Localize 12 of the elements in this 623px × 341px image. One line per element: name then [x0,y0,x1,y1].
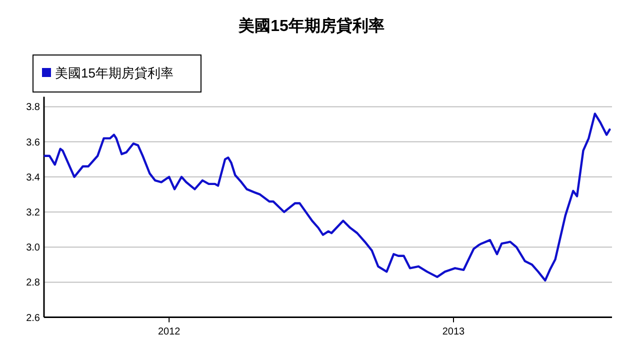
x-tick-label: 2013 [442,326,466,338]
legend-label: 美國15年期房貸利率 [55,66,174,80]
line-series [44,112,611,282]
y-tick-label: 2.8 [26,278,40,289]
y-tick-label: 3.6 [26,137,40,148]
y-tick-label: 2.6 [26,312,40,324]
chart-title: 美國15年期房貸利率 [238,16,384,35]
x-tick-label: 2012 [158,326,181,338]
y-tick-label: 3.0 [26,242,40,254]
y-tick-label: 3.2 [26,208,40,218]
y-tick-label: 3.8 [26,102,40,114]
y-tick-label: 3.4 [26,172,40,184]
